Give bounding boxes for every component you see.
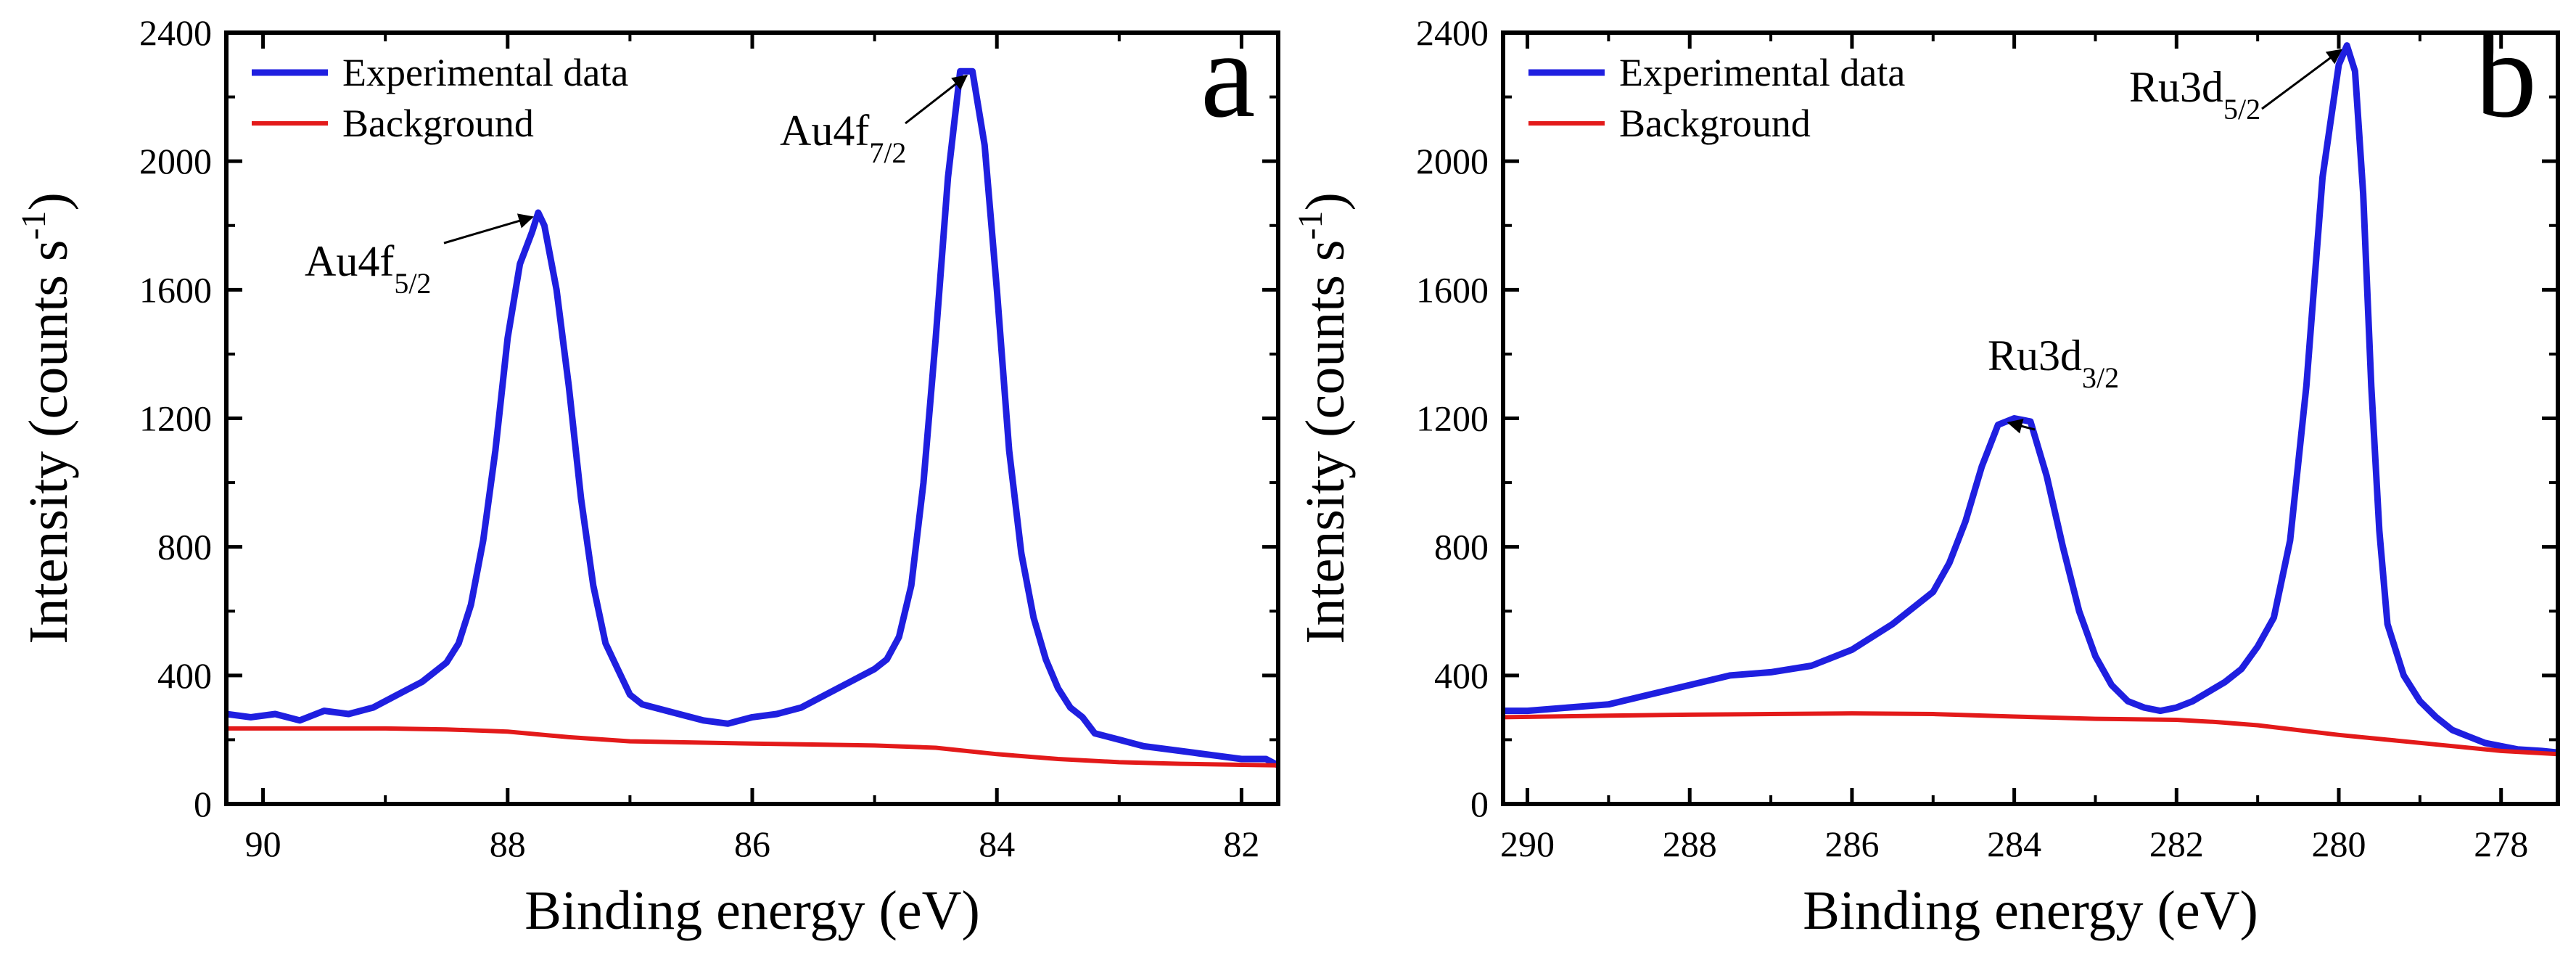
series-line-experimental xyxy=(1503,42,2558,756)
legend-label: Experimental data xyxy=(1619,51,1905,94)
x-tick-label: 288 xyxy=(1663,824,1717,864)
y-tick-label: 1600 xyxy=(1416,269,1489,310)
x-tick-label: 90 xyxy=(245,824,281,864)
x-axis-title: Binding energy (eV) xyxy=(1803,880,2258,941)
peak-annotation: Au4f5/2 xyxy=(305,237,431,300)
series-line-background xyxy=(1503,711,2558,757)
y-tick-label: 400 xyxy=(157,655,212,696)
x-tick-label: 284 xyxy=(1987,824,2041,864)
y-tick-label: 800 xyxy=(1434,527,1489,567)
x-tick-label: 290 xyxy=(1500,824,1555,864)
x-axis-title: Binding energy (eV) xyxy=(524,880,980,941)
peak-annotation: Ru3d5/2 xyxy=(2129,63,2260,126)
annotation-arrow xyxy=(443,213,534,245)
legend-label: Background xyxy=(342,102,534,145)
y-tick-label: 0 xyxy=(1470,784,1489,824)
y-tick-label: 400 xyxy=(1434,655,1489,696)
annotation-arrow xyxy=(2007,419,2036,434)
panel-letter: b xyxy=(2475,7,2537,143)
peak-annotation: Ru3d3/2 xyxy=(1988,332,2119,394)
x-tick-label: 278 xyxy=(2474,824,2528,864)
y-tick-label: 800 xyxy=(157,527,212,567)
y-tick-label: 1200 xyxy=(1416,398,1489,439)
y-axis-title: Intensity (counts s-1) xyxy=(15,192,79,644)
legend-label: Experimental data xyxy=(342,51,628,94)
y-tick-label: 1600 xyxy=(139,269,212,310)
y-tick-label: 0 xyxy=(194,784,212,824)
x-tick-label: 84 xyxy=(979,824,1015,864)
panel-b: 0 400 800 1200 1600 2000 2400 290 288 286 284 282 28… xyxy=(1291,7,2560,941)
y-tick-label: 2400 xyxy=(1416,12,1489,53)
x-tick-label: 280 xyxy=(2312,824,2366,864)
series-line-background xyxy=(226,726,1278,768)
y-tick-label: 1200 xyxy=(139,398,212,439)
panel-a: 0 400 800 1200 1600 2000 2400 90 88 86 84 82 Binding… xyxy=(15,7,1280,941)
peak-annotation: Au4f7/2 xyxy=(780,107,906,169)
legend-label: Background xyxy=(1619,102,1811,145)
plot-frame xyxy=(224,30,1280,806)
y-axis-title: Intensity (counts s-1) xyxy=(1291,192,1356,644)
x-tick-label: 82 xyxy=(1223,824,1259,864)
x-tick-label: 86 xyxy=(734,824,770,864)
x-tick-label: 88 xyxy=(490,824,526,864)
y-tick-label: 2000 xyxy=(1416,141,1489,181)
x-tick-label: 286 xyxy=(1824,824,1879,864)
panel-letter: a xyxy=(1201,7,1255,143)
annotation-arrow xyxy=(905,74,968,125)
x-tick-label: 282 xyxy=(2149,824,2204,864)
y-tick-label: 2000 xyxy=(139,141,212,181)
y-tick-label: 2400 xyxy=(139,12,212,53)
annotation-arrow xyxy=(2261,49,2342,110)
series-line-experimental xyxy=(226,67,1278,769)
